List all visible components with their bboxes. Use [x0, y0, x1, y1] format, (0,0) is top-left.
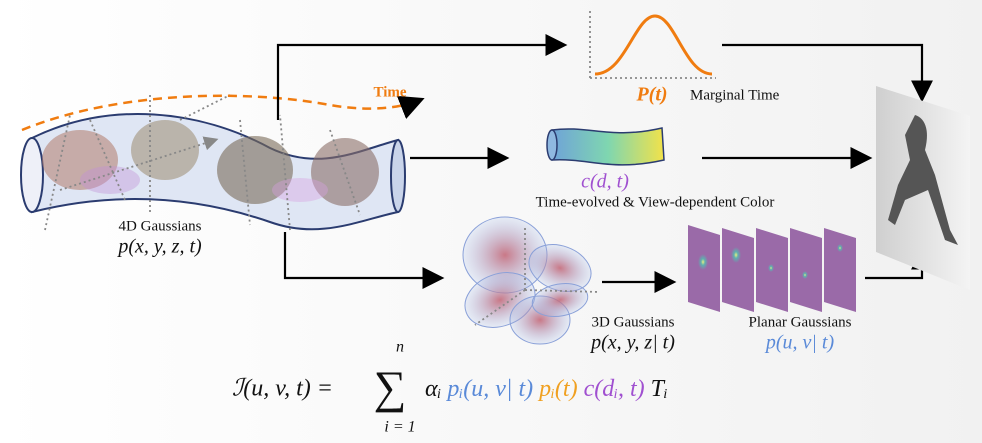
gaussians-3d — [462, 216, 601, 345]
color-tube — [546, 127, 665, 166]
label: 3D Gaussians — [592, 314, 675, 330]
formula-sum: ∑ — [374, 362, 407, 413]
rendered-image — [876, 86, 970, 290]
symbol: p(x, y, z| t) — [589, 332, 675, 354]
symbol: p(u, v| t) — [764, 332, 835, 354]
term: pᵢ(u, v| t) — [445, 376, 533, 402]
term: αᵢ — [425, 376, 441, 402]
symbol: c(d, t) — [581, 171, 629, 193]
term: Tᵢ — [651, 376, 668, 402]
tube-4d — [20, 94, 406, 231]
formula-lhs: ℐ(u, v, t) = — [232, 376, 333, 402]
formula-terms: αᵢ pᵢ(u, v| t) pᵢ(t) c(dᵢ, t) Tᵢ — [425, 376, 668, 402]
formula: ℐ(u, v, t) = ∑ n i = 1 αᵢ pᵢ(u, v| t) pᵢ… — [232, 339, 668, 436]
arrow — [283, 232, 445, 289]
label: Time-evolved & View-dependent Color — [536, 194, 775, 210]
formula-upper: n — [396, 339, 404, 356]
arrow — [276, 34, 568, 120]
symbol: P(t) — [635, 84, 667, 106]
arrow — [722, 43, 933, 103]
label: Planar Gaussians — [749, 314, 852, 330]
symbol: p(x, y, z, t) — [116, 236, 202, 258]
time-arrow — [21, 94, 425, 132]
label: 4D Gaussians — [119, 218, 202, 234]
time-label: Time — [373, 84, 406, 100]
planar-gaussians — [688, 225, 856, 312]
term: c(dᵢ, t) — [584, 376, 645, 402]
term: pᵢ(t) — [537, 376, 577, 402]
marginal-plot — [589, 8, 716, 79]
formula-lower: i = 1 — [384, 419, 415, 436]
label: Marginal Time — [690, 87, 780, 103]
